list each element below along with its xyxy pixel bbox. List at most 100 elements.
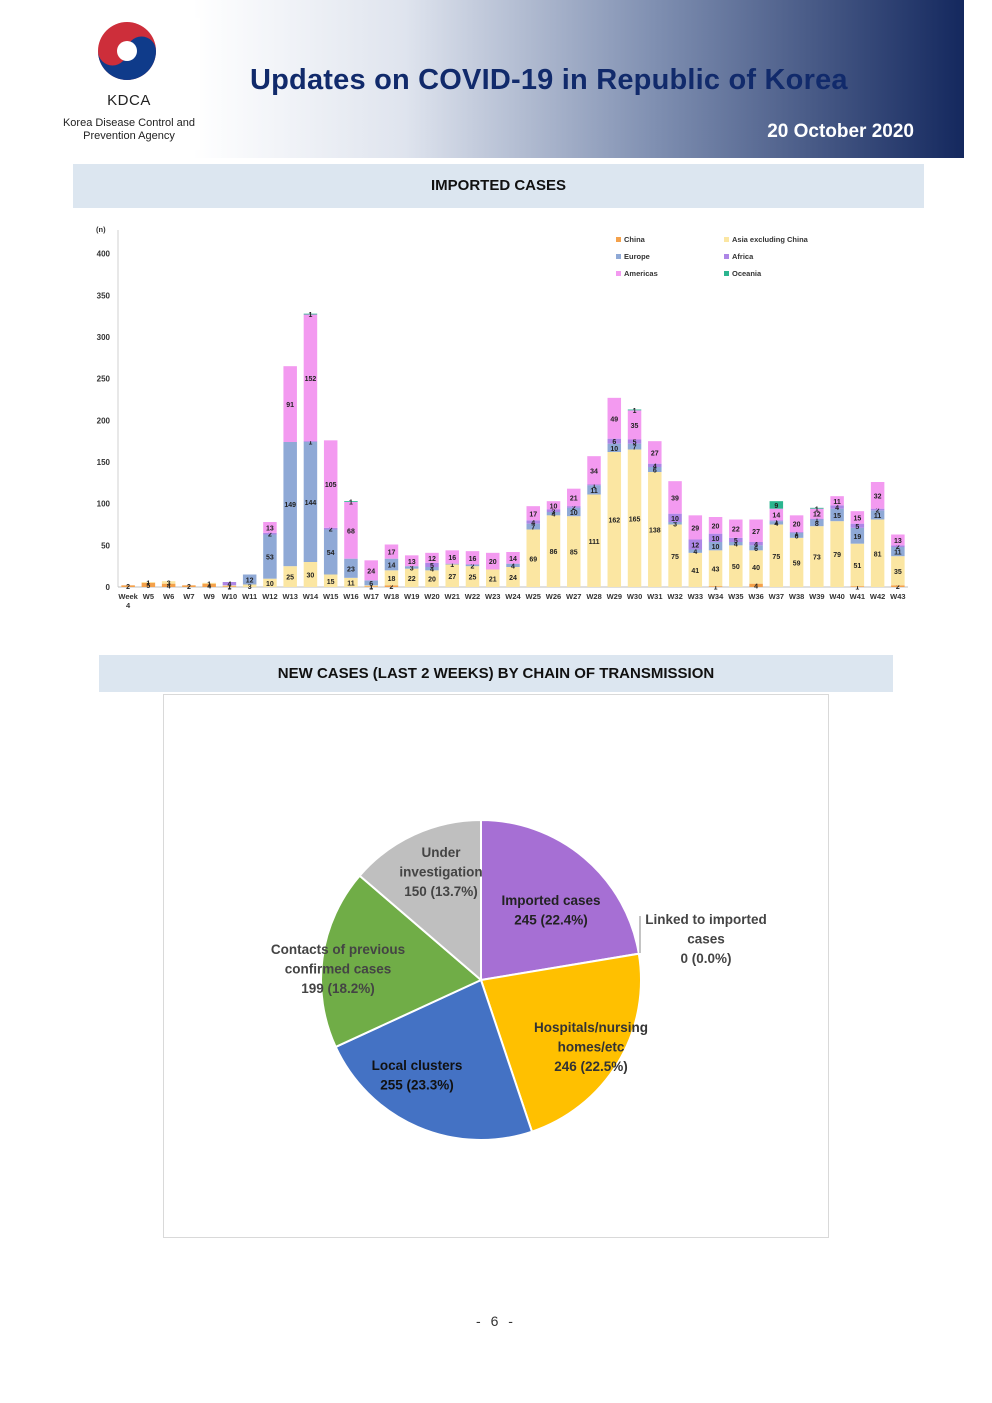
bar-segment: [404, 566, 419, 569]
bar-segment: [668, 513, 682, 523]
bar-segment: [749, 519, 763, 543]
bar-segment: [323, 529, 338, 575]
data-label: 75: [772, 554, 780, 561]
data-label: 21: [570, 495, 578, 502]
pie-slice-label: Contacts of previous confirmed cases 199 (…: [271, 942, 405, 996]
data-label: 20: [793, 522, 801, 529]
pie-slice: [480, 818, 640, 982]
bar-segment: [870, 482, 885, 509]
data-label: 49: [610, 416, 618, 423]
data-label: 27: [448, 574, 456, 581]
data-label: 1: [815, 506, 819, 513]
legend-label: Africa: [732, 252, 754, 261]
data-label: 1: [369, 585, 373, 592]
data-label: 1: [308, 312, 312, 319]
data-label: 11: [894, 550, 902, 557]
x-tick-label: W19: [404, 592, 419, 601]
bar-segment: [263, 534, 277, 579]
bar-segment: [404, 555, 419, 567]
data-label: 43: [712, 566, 720, 573]
data-label: 1: [815, 517, 819, 524]
bar-segment: [850, 586, 865, 587]
logo-subtitle: Korea Disease Control and Prevention Age…: [58, 117, 200, 143]
x-tick-label: W6: [163, 592, 174, 601]
bar-segment: [384, 570, 399, 586]
x-tick-label: 4: [126, 601, 131, 610]
bar-segment: [789, 532, 804, 533]
bar-segment: [303, 313, 318, 315]
bar-segment: [242, 574, 257, 585]
data-label: 15: [327, 579, 335, 586]
data-label: 1: [592, 483, 596, 490]
transmission-section-title: NEW CASES (LAST 2 WEEKS) BY CHAIN OF TRA…: [99, 655, 893, 692]
data-label: 17: [529, 511, 537, 518]
x-tick-label: W27: [566, 592, 581, 601]
y-tick-label: 150: [97, 458, 111, 467]
bar-segment: [708, 586, 723, 587]
x-tick-label: W42: [870, 592, 885, 601]
bar-segment: [769, 508, 784, 521]
y-tick-label: 350: [97, 291, 111, 300]
pie-slice: [320, 874, 483, 1049]
bar-segment: [708, 517, 723, 534]
bar-segment: [729, 545, 743, 587]
bar-segment: [830, 505, 844, 509]
x-tick-label: W30: [627, 592, 642, 601]
data-label: 6: [653, 468, 657, 475]
bar-segment: [303, 562, 318, 587]
bar-segment: [485, 552, 500, 570]
bar-segment: [222, 582, 237, 586]
data-label: 20: [712, 523, 720, 530]
data-label: 29: [691, 525, 699, 532]
data-label: 27: [752, 529, 760, 536]
data-label: 12: [813, 512, 821, 519]
bar-segment: [870, 519, 885, 587]
bar-segment: [769, 524, 784, 587]
data-label: 4: [754, 583, 758, 590]
bar-segment: [202, 582, 216, 584]
bar-segment: [729, 542, 743, 546]
bar-segment: [769, 520, 784, 522]
y-tick-label: 400: [97, 250, 111, 259]
bar-segment: [445, 564, 459, 587]
data-label: 10: [550, 503, 558, 510]
bar-segment: [425, 570, 439, 587]
data-label: 41: [691, 568, 699, 575]
imported-cases-section-title: IMPORTED CASES: [73, 164, 924, 208]
bar-segment: [607, 443, 622, 453]
bar-segment: [141, 582, 156, 587]
data-label: 16: [469, 556, 477, 563]
bar-segment: [364, 586, 378, 587]
data-label: 69: [529, 556, 537, 563]
x-tick-label: W36: [748, 592, 763, 601]
data-label: 81: [874, 551, 882, 558]
pie-slice: [334, 978, 534, 1141]
y-tick-label: 0: [106, 583, 111, 592]
transmission-pie-frame: Imported cases 245 (22.4%) Linked to impor…: [163, 694, 829, 1238]
logo-subtitle-line-1: Korea Disease Control and: [62, 117, 196, 129]
x-tick-label: W28: [586, 592, 601, 601]
bar-segment: [506, 563, 520, 568]
bar-segment: [364, 585, 378, 587]
imported-cases-bar-chart: (n)0501001502002503003504002Week451W543W…: [96, 225, 908, 610]
bar-segment: [263, 578, 277, 587]
bar-segment: [648, 441, 662, 464]
data-label: 5: [855, 524, 859, 531]
bar-segment: [587, 484, 601, 486]
x-tick-label: W7: [183, 592, 194, 601]
data-label: 3: [552, 509, 556, 516]
x-tick-label: W35: [728, 592, 743, 601]
bar-segment: [161, 581, 176, 584]
bar-segment: [648, 467, 662, 473]
bar-segment: [627, 449, 642, 587]
bar-segment: [749, 542, 763, 546]
bar-segment: [708, 533, 723, 543]
logo-name: KDCA: [107, 92, 151, 109]
data-label: 7: [531, 525, 535, 532]
x-tick-label: W40: [829, 592, 844, 601]
bar-segment: [546, 515, 561, 587]
data-label: 1: [349, 500, 353, 507]
x-tick-label: W17: [363, 592, 378, 601]
bar-segment: [627, 410, 642, 440]
data-label: 25: [469, 575, 477, 582]
